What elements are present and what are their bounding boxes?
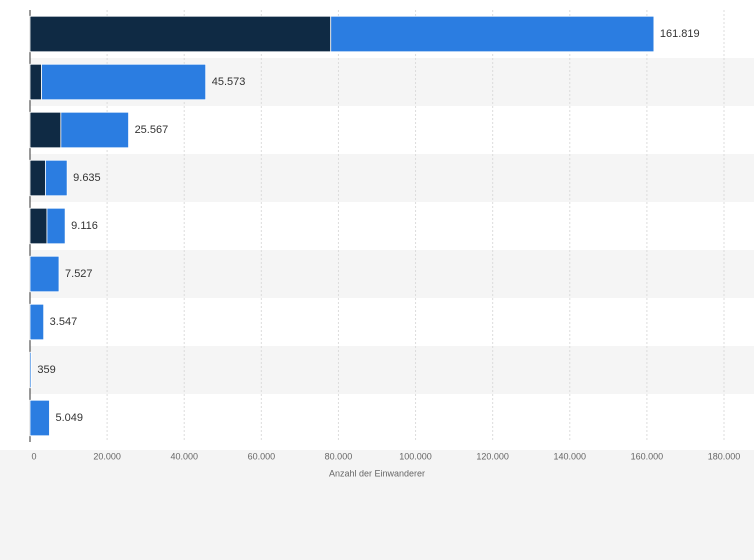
total-label: 359 bbox=[37, 364, 55, 376]
total-label: 161.819 bbox=[660, 28, 700, 40]
bar-segment bbox=[29, 351, 32, 389]
total-label: 7.527 bbox=[65, 268, 93, 280]
bar-segment bbox=[46, 207, 66, 245]
x-tick-label: 40.000 bbox=[170, 451, 198, 461]
row-stripe bbox=[30, 346, 754, 394]
bar-segment bbox=[29, 255, 60, 293]
total-label: 45.573 bbox=[212, 76, 246, 88]
x-tick-label: 180.000 bbox=[708, 451, 741, 461]
bar-segment bbox=[29, 63, 42, 101]
total-label: 9.116 bbox=[71, 220, 98, 232]
x-tick-label: 120.000 bbox=[476, 451, 509, 461]
bar-segment bbox=[45, 159, 68, 197]
total-label: 3.547 bbox=[50, 316, 78, 328]
total-label: 25.567 bbox=[135, 124, 169, 136]
x-tick-label: 100.000 bbox=[399, 451, 432, 461]
x-tick-label: 20.000 bbox=[93, 451, 121, 461]
bar-segment bbox=[330, 15, 655, 53]
bar-segment bbox=[29, 303, 45, 341]
bar-segment bbox=[29, 15, 332, 53]
bar-segment bbox=[29, 111, 62, 149]
x-axis-title: Anzahl der Einwanderer bbox=[329, 468, 425, 478]
row-stripe bbox=[30, 154, 754, 202]
bar-segment bbox=[29, 399, 50, 437]
x-tick-label: 60.000 bbox=[248, 451, 276, 461]
bar-segment bbox=[29, 207, 48, 245]
row-stripe bbox=[30, 250, 754, 298]
bar-segment bbox=[41, 63, 207, 101]
x-tick-label: 80.000 bbox=[325, 451, 353, 461]
x-tick-label: 160.000 bbox=[631, 451, 664, 461]
bar-segment bbox=[29, 159, 46, 197]
bar-segment bbox=[60, 111, 129, 149]
total-label: 9.635 bbox=[73, 172, 101, 184]
total-label: 5.049 bbox=[55, 412, 83, 424]
x-tick-label: 140.000 bbox=[554, 451, 587, 461]
x-tick-label: 0 bbox=[31, 451, 36, 461]
